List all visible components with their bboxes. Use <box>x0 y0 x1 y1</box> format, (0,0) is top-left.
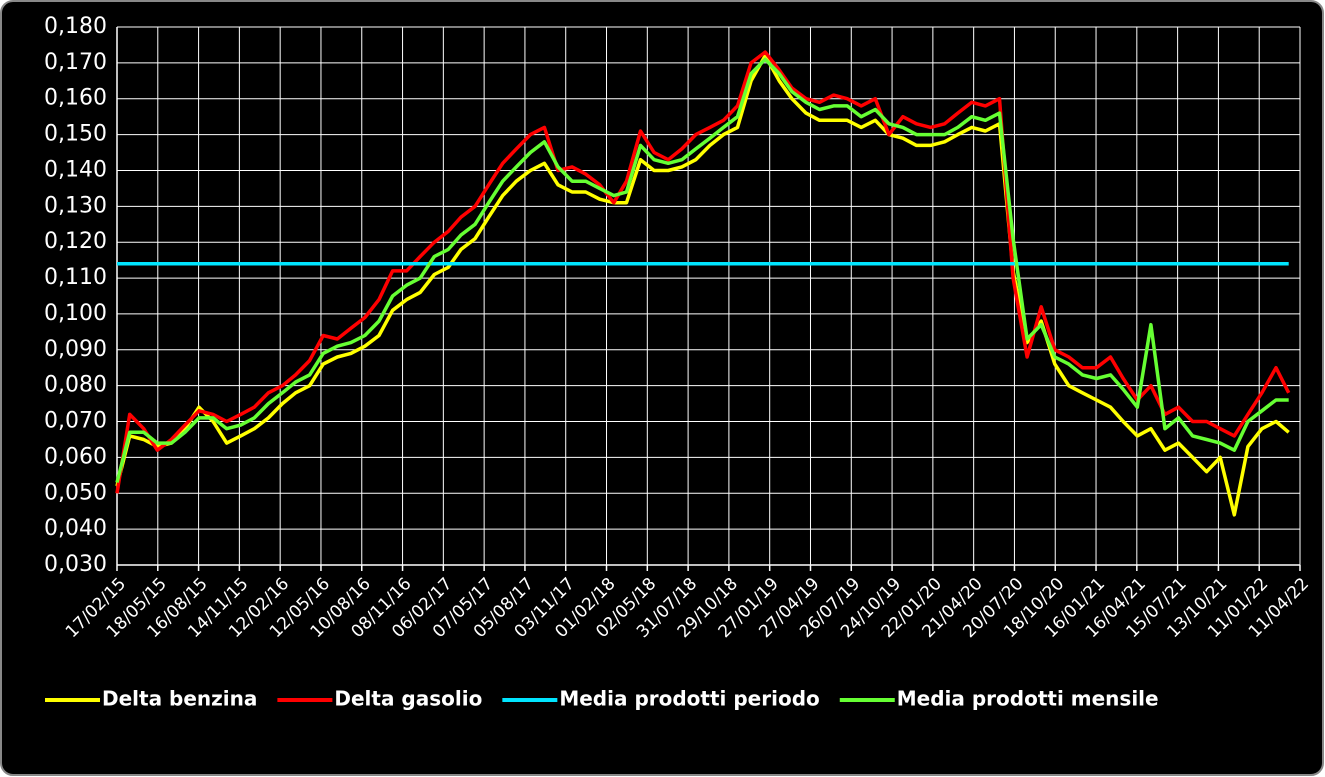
y-tick-label: 0,070 <box>44 409 107 434</box>
series-line <box>115 53 1290 517</box>
y-tick-label: 0,140 <box>44 157 107 182</box>
plot <box>115 50 1291 517</box>
y-tick-label: 0,130 <box>44 193 107 218</box>
grid <box>116 26 1301 571</box>
y-tick-label: 0,180 <box>44 14 107 39</box>
y-tick-label: 0,170 <box>44 50 107 75</box>
y-tick-label: 0,050 <box>44 480 107 505</box>
y-tick-label: 0,060 <box>44 444 107 469</box>
legend-label: Delta benzina <box>102 687 257 711</box>
y-tick-label: 0,030 <box>44 552 107 577</box>
y-tick-label: 0,090 <box>44 337 107 362</box>
y-tick-label: 0,110 <box>44 265 107 290</box>
y-tick-label: 0,080 <box>44 373 107 398</box>
y-tick-label: 0,120 <box>44 229 107 254</box>
legend-label: Delta gasolio <box>334 687 482 711</box>
y-tick-label: 0,100 <box>44 301 107 326</box>
series-line <box>115 57 1289 483</box>
y-tick-label: 0,150 <box>44 122 107 147</box>
legend: Delta benzina Delta gasolio Media prodotti… <box>45 687 1159 711</box>
legend-label: Media prodotti mensile <box>897 687 1159 711</box>
series-line <box>115 50 1291 494</box>
legend-label: Media prodotti periodo <box>559 687 819 711</box>
y-tick-label: 0,040 <box>44 516 107 541</box>
y-tick-label: 0,160 <box>44 86 107 111</box>
